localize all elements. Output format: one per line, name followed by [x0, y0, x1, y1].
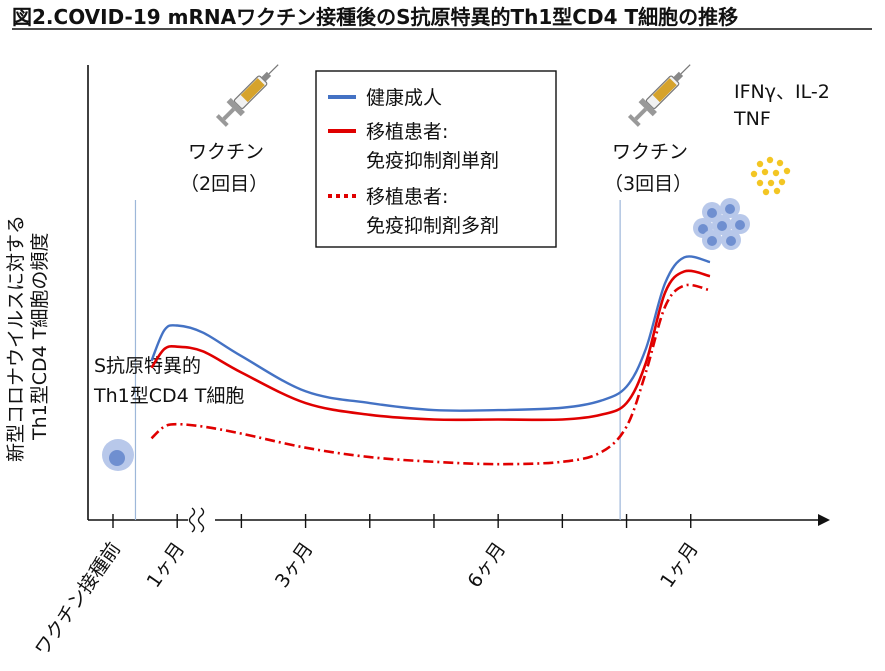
legend-label-multi-1: 移植患者:: [366, 186, 448, 208]
axis-break-icon: [188, 507, 205, 533]
legend-label-single-1: 移植患者:: [366, 121, 448, 143]
x-tick-label: 6ヶ月: [464, 538, 511, 592]
legend-label-healthy: 健康成人: [366, 87, 442, 109]
y-axis-label-line-1: 新型コロナウイルスに対する: [5, 215, 27, 462]
t-cell-cluster-icon: [693, 198, 750, 250]
series-line-1: [150, 255, 711, 412]
cell-label-line-2: Th1型CD4 T細胞: [93, 385, 244, 407]
series-line-3: [150, 283, 711, 466]
x-axis-ticks: ワクチン接種前 1ヶ月 3ヶ月 6ヶ月 1ヶ月: [31, 514, 703, 660]
x-axis-arrow: [818, 514, 830, 526]
vaccine-sublabel-3rd: （3回目）: [604, 173, 692, 195]
x-tick-label: 1ヶ月: [656, 538, 703, 592]
series-line-2: [150, 269, 711, 422]
vaccine-sublabel-2nd: （2回目）: [180, 173, 268, 195]
vaccine-label-2nd: ワクチン: [188, 141, 264, 163]
y-axis-label-line-2: Th1型CD4 T細胞の頻度: [29, 233, 51, 441]
vaccine-label-3rd: ワクチン: [612, 141, 688, 163]
legend-label-single-2: 免疫抑制剤単剤: [366, 150, 499, 172]
series-layer: [150, 255, 711, 466]
legend-label-multi-2: 免疫抑制剤多剤: [366, 215, 499, 237]
cytokine-label-line-2: TNF: [733, 108, 771, 130]
t-cell-icon: [102, 439, 134, 471]
legend: 健康成人 移植患者: 免疫抑制剤単剤 移植患者: 免疫抑制剤多剤: [315, 70, 557, 248]
syringe-icon: [215, 64, 279, 127]
x-tick-label: 1ヶ月: [143, 538, 190, 592]
cytokine-dots-icon: [750, 156, 791, 196]
x-tick-label: ワクチン接種前: [31, 538, 125, 660]
legend-box: [315, 70, 557, 248]
x-tick-label: 3ヶ月: [271, 538, 318, 592]
chart-title: 図2.COVID-19 mRNAワクチン接種後のS抗原特異的Th1型CD4 T細…: [12, 5, 738, 29]
cytokine-label-line-1: IFNγ、IL-2: [734, 81, 830, 103]
syringe-icon: [627, 64, 691, 127]
cell-label-line-1: S抗原特異的: [94, 355, 201, 377]
